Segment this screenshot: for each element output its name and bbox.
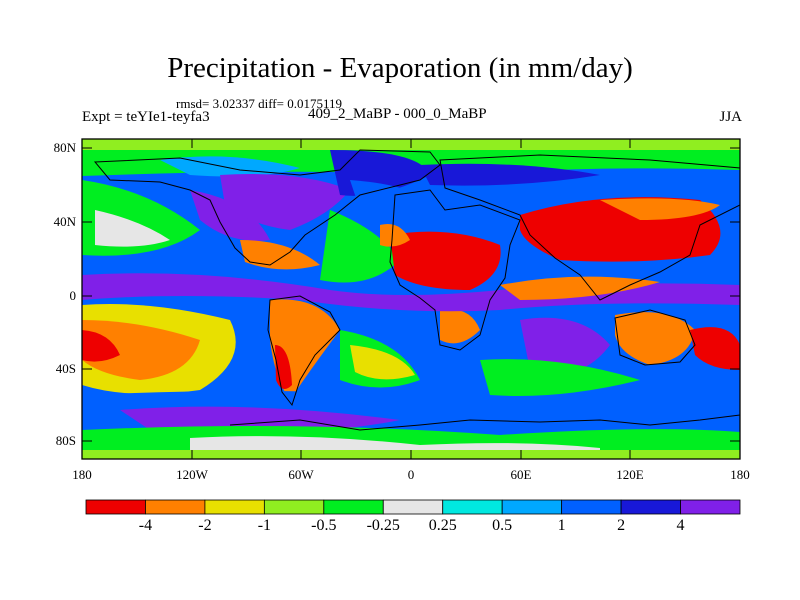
colorbar-swatch (145, 499, 206, 515)
colorbar-label: 4 (676, 517, 685, 534)
indian-ocean-orange (500, 276, 660, 300)
period-label: 409_2_MaBP - 000_0_MaBP (308, 106, 487, 122)
equatorial-purple (82, 273, 740, 312)
colorbar-label: -4 (138, 517, 153, 534)
x-tick-label: 120W (176, 467, 208, 482)
colorbar-swatch (382, 499, 444, 515)
colorbar-label: 0.25 (428, 517, 457, 534)
x-tick-label: 0 (407, 467, 415, 482)
season-label: JJA (719, 109, 742, 125)
coastlines (93, 149, 741, 431)
colorbar-swatch (263, 499, 325, 515)
colorbar-swatch (323, 499, 384, 515)
statistics-text: rmsd= 3.02337 diff= 0.0175119 (176, 96, 342, 111)
australia-orange (615, 312, 695, 365)
australia-coast (614, 309, 696, 366)
africa-europe-coast (389, 189, 521, 351)
y-tick-label: 0 (69, 288, 77, 303)
antarctica-coast (229, 414, 741, 431)
south-pacific-red (82, 330, 120, 362)
asia-coast (439, 154, 741, 301)
east-australia-red (690, 327, 740, 370)
sahara-orange (380, 224, 410, 247)
field-layer (82, 139, 740, 459)
colorbar-label: -0.25 (366, 517, 400, 534)
central-america-orange (240, 240, 320, 270)
southern-indian-green (480, 359, 640, 396)
experiment-label: Expt = teYIe1-teyfa3 (82, 109, 210, 125)
south-pacific-orange (82, 320, 200, 380)
colorbar-label: -2 (198, 517, 212, 534)
colorbar-swatch (501, 499, 563, 515)
colorbar-label: 0.5 (492, 517, 513, 534)
north-america-coast (93, 149, 441, 266)
indian-ocean-purple (520, 317, 610, 375)
colorbar-swatch (561, 499, 622, 515)
colorbar-label: -0.5 (311, 517, 337, 534)
y-tick-label: 40N (53, 214, 76, 229)
y-tick-label: 80S (55, 433, 76, 448)
colorbar-label: 1 (557, 517, 566, 534)
y-tick-label: 40S (55, 361, 76, 376)
north-america-purple (220, 174, 350, 230)
south-america-coast (267, 295, 341, 407)
colorbar-label: -1 (257, 517, 272, 534)
colorbar (85, 499, 741, 515)
south-africa-orange (440, 309, 480, 344)
colorbar-swatch (620, 499, 681, 515)
asia-orange (600, 198, 720, 220)
colorbar-label: 2 (617, 517, 626, 534)
north-pacific-purple (190, 190, 270, 241)
x-tick-marks (81, 139, 741, 459)
x-tick-label: 120E (616, 467, 644, 482)
figure-title: Precipitation - Evaporation (in mm/day) (167, 52, 633, 84)
south-atlantic-yellow (350, 345, 415, 380)
colorbar-swatch (442, 499, 503, 515)
y-tick-marks (82, 147, 740, 442)
x-tick-label: 60W (288, 467, 314, 482)
colorbar-swatch (204, 499, 265, 515)
atlantic-green (320, 210, 400, 283)
colorbar-swatch (680, 499, 741, 515)
sahara-red (390, 231, 501, 290)
colorbar-swatch (85, 499, 146, 515)
north-pacific-grey (95, 210, 170, 247)
x-tick-label: 180 (72, 467, 92, 482)
x-tick-label: 60E (510, 467, 532, 482)
north-eurasia-blue (420, 163, 600, 186)
y-tick-label: 80N (53, 140, 76, 155)
x-tick-label: 180 (730, 467, 750, 482)
